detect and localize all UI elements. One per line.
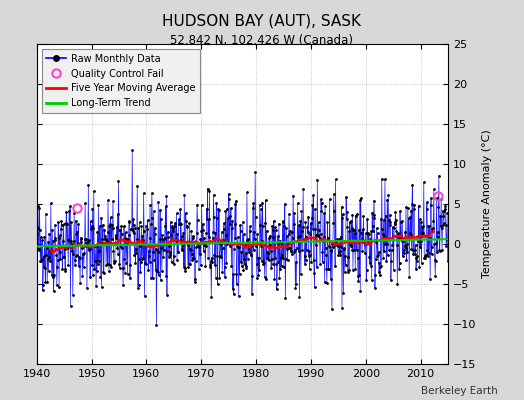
Text: HUDSON BAY (AUT), SASK: HUDSON BAY (AUT), SASK (162, 14, 362, 29)
Y-axis label: Temperature Anomaly (°C): Temperature Anomaly (°C) (482, 130, 492, 278)
Legend: Raw Monthly Data, Quality Control Fail, Five Year Moving Average, Long-Term Tren: Raw Monthly Data, Quality Control Fail, … (41, 49, 200, 113)
Text: Berkeley Earth: Berkeley Earth (421, 386, 498, 396)
Text: 52.842 N, 102.426 W (Canada): 52.842 N, 102.426 W (Canada) (170, 34, 354, 47)
